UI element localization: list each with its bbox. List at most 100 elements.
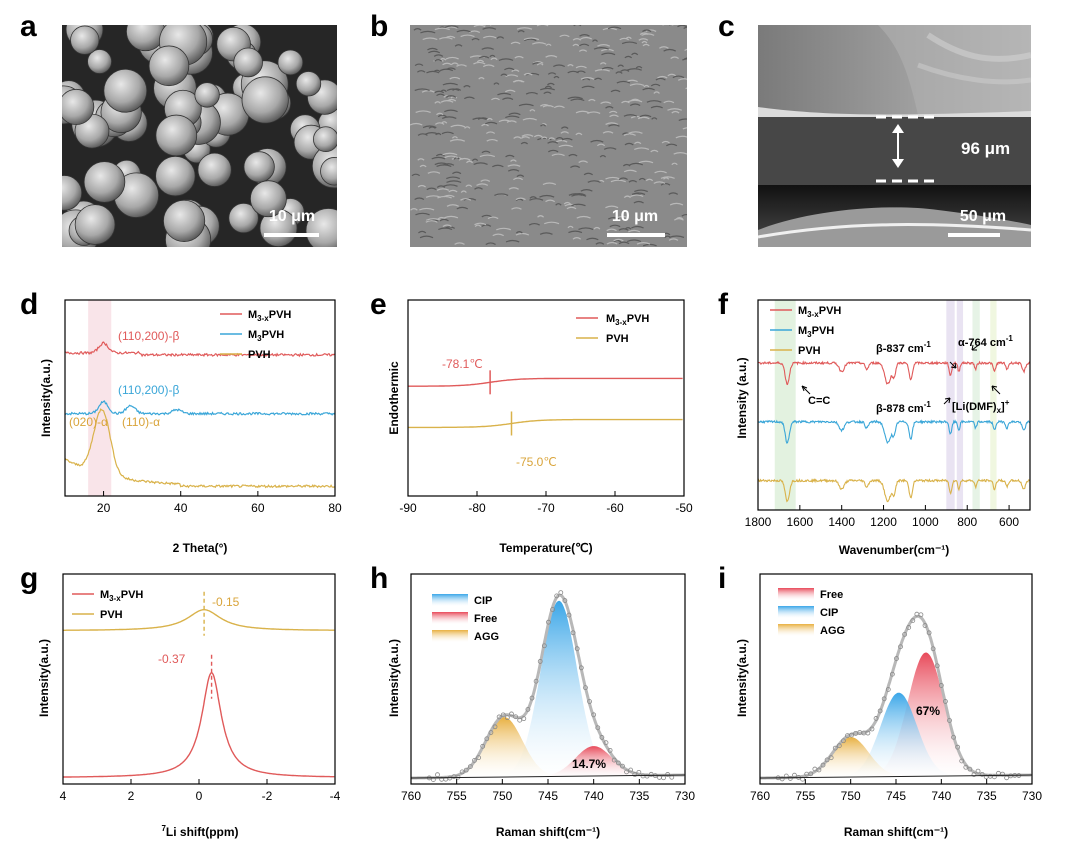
surface-grain: [466, 160, 474, 164]
surface-grain: [446, 176, 460, 180]
surface-grain: [567, 64, 574, 67]
surface-grain: [581, 85, 595, 89]
surface-grain: [443, 95, 450, 98]
x-axis-f-tick-label: 1600: [786, 515, 813, 529]
surface-grain: [420, 30, 436, 34]
surface-grain: [568, 153, 578, 157]
surface-grain: [568, 230, 583, 234]
surface-grain: [513, 79, 523, 83]
surface-grain: [634, 141, 642, 145]
surface-grain: [492, 233, 504, 237]
x-axis-f-tick-label: 600: [999, 515, 1019, 529]
surface-grain: [414, 197, 425, 201]
x-axis-h-tick-label: 730: [675, 789, 695, 803]
surface-grain: [497, 92, 512, 96]
surface-grain: [520, 141, 529, 145]
x-axis-h-tick-label: 745: [538, 789, 558, 803]
surface-grain: [445, 56, 459, 60]
data-point: [459, 769, 465, 775]
surface-grain: [624, 227, 632, 230]
series-line: [408, 418, 683, 429]
baseline: [410, 774, 686, 779]
data-point: [926, 630, 932, 636]
surface-grain: [411, 173, 421, 177]
particle: [194, 82, 220, 108]
particle: [83, 161, 126, 203]
surface-grain: [587, 111, 601, 114]
surface-grain: [487, 216, 499, 220]
surface-grain: [428, 50, 441, 54]
surface-grain: [672, 75, 685, 79]
data-point: [885, 687, 891, 692]
surface-grain: [596, 143, 606, 147]
surface-grain: [477, 117, 489, 120]
surface-grain: [451, 136, 458, 139]
surface-grain: [588, 98, 596, 102]
data-point: [779, 776, 785, 782]
particle: [163, 199, 206, 242]
surface-grain: [558, 144, 573, 148]
surface-grain: [510, 41, 521, 45]
particle: [155, 156, 196, 197]
surface-grain: [555, 203, 562, 206]
panel-label-e: e: [370, 288, 387, 321]
legend-free-h: Free: [474, 613, 497, 625]
surface-grain: [463, 96, 475, 100]
particle: [70, 25, 100, 55]
surface-grain: [602, 130, 614, 134]
annotation-d-2: (110,200)-β: [118, 383, 179, 397]
surface-grain: [568, 193, 583, 196]
data-point: [587, 699, 592, 704]
surface-grain: [426, 218, 442, 221]
y-axis-label-i: Intensity(a.u.): [735, 639, 749, 717]
panel-label-g: g: [20, 562, 39, 595]
surface-grain: [597, 44, 611, 47]
data-point: [836, 743, 842, 749]
surface-grain: [482, 64, 495, 68]
chart-h: 760 755 750 745 740 735 730 Raman shift(cm⁻¹) …: [387, 573, 695, 839]
surface-grain: [515, 232, 530, 236]
surface-grain: [513, 136, 522, 139]
component-agg: [411, 717, 685, 778]
surface-grain: [627, 99, 643, 103]
highlight-band-f: [946, 300, 955, 510]
series-line: [64, 408, 336, 489]
surface-grain: [603, 147, 617, 150]
surface-grain: [629, 103, 641, 107]
series-line: [757, 478, 1031, 503]
surface-grain: [435, 153, 445, 157]
surface-grain: [442, 224, 452, 228]
annotation-e-1: -78.1℃: [442, 357, 483, 371]
surface-grain: [605, 122, 619, 125]
series-line: [63, 672, 335, 778]
surface-grain: [460, 34, 475, 38]
surface-grain: [446, 204, 459, 207]
highlight-band-d: [88, 300, 112, 496]
surface-grain: [623, 133, 636, 136]
surface-grain: [476, 183, 489, 186]
surface-grain: [437, 216, 446, 220]
surface-grain: [642, 29, 652, 33]
data-point: [488, 730, 494, 735]
particle: [87, 49, 112, 74]
surface-grain: [620, 69, 630, 72]
legend-pvh-g: PVH: [100, 609, 123, 621]
surface-grain: [456, 64, 467, 67]
surface-grain: [553, 105, 565, 109]
surface-grain: [481, 47, 494, 50]
surface-grain: [474, 224, 482, 228]
surface-grain: [616, 215, 629, 219]
surface-grain: [507, 164, 521, 167]
surface-grain: [493, 82, 500, 85]
data-point: [938, 683, 944, 688]
particle: [313, 126, 337, 153]
surface-grain: [613, 239, 622, 243]
surface-grain: [646, 100, 662, 103]
data-point: [529, 695, 535, 701]
surface-grain: [517, 29, 525, 33]
surface-grain: [624, 142, 634, 146]
surface-grain: [410, 208, 418, 211]
annotation-e-2: -75.0℃: [516, 455, 557, 469]
surface-grain: [510, 159, 517, 162]
surface-grain: [425, 220, 438, 223]
